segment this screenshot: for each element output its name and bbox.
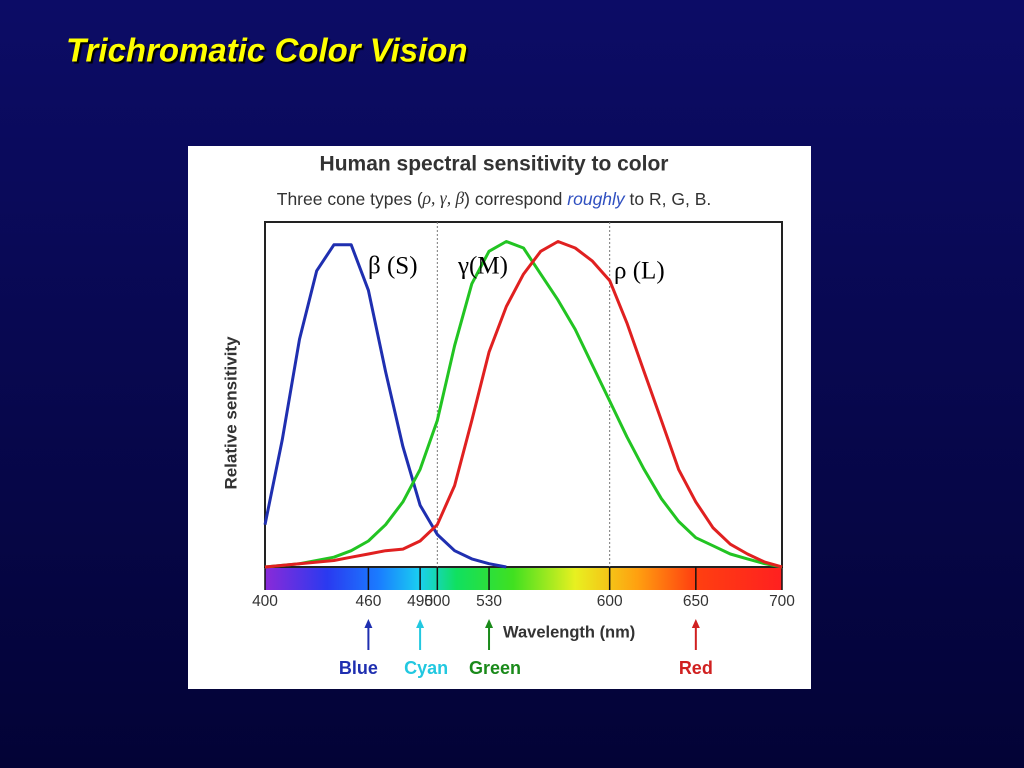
x-tick-label: 700 xyxy=(769,593,795,610)
y-axis-label: Relative sensitivity xyxy=(221,336,240,490)
marker-label: Red xyxy=(679,658,713,678)
series-annotation: β (S) xyxy=(368,253,418,280)
subtitle-part: ) correspond xyxy=(464,189,567,209)
x-tick-label: 530 xyxy=(476,593,502,610)
series-line xyxy=(263,243,507,569)
x-tick-label: 400 xyxy=(252,593,278,610)
series-line xyxy=(264,240,783,569)
subtitle-part: roughly xyxy=(567,189,626,209)
spectrum-bar xyxy=(265,567,782,590)
x-tick-label: 500 xyxy=(424,593,450,610)
marker-label: Cyan xyxy=(404,658,448,678)
marker-arrowhead xyxy=(485,619,494,628)
chart-title: Human spectral sensitivity to color xyxy=(320,153,669,176)
series-line xyxy=(264,240,783,569)
x-tick-label: 460 xyxy=(355,593,381,610)
slide-title: Trichromatic Color Vision xyxy=(66,32,468,69)
marker-arrowhead xyxy=(416,619,425,628)
subtitle-part: ρ, γ, β xyxy=(422,188,465,208)
chart-panel xyxy=(188,146,811,689)
plot-frame xyxy=(264,221,783,568)
series-annotation: γ(M) xyxy=(457,253,508,280)
marker-arrowhead xyxy=(364,619,373,628)
chart-subtitle: Three cone types (ρ, γ, β) correspond ro… xyxy=(277,188,712,209)
marker-arrowhead xyxy=(691,619,700,628)
x-tick-label: 490 xyxy=(407,593,433,610)
x-tick-label: 650 xyxy=(683,593,709,610)
x-axis-label: Wavelength (nm) xyxy=(503,623,635,641)
subtitle-part: to R, G, B. xyxy=(625,189,712,209)
marker-label: Blue xyxy=(339,658,378,678)
series-annotation: ρ (L) xyxy=(614,258,665,285)
subtitle-part: Three cone types ( xyxy=(277,189,423,209)
x-tick-label: 600 xyxy=(597,593,623,610)
marker-label: Green xyxy=(469,658,521,678)
